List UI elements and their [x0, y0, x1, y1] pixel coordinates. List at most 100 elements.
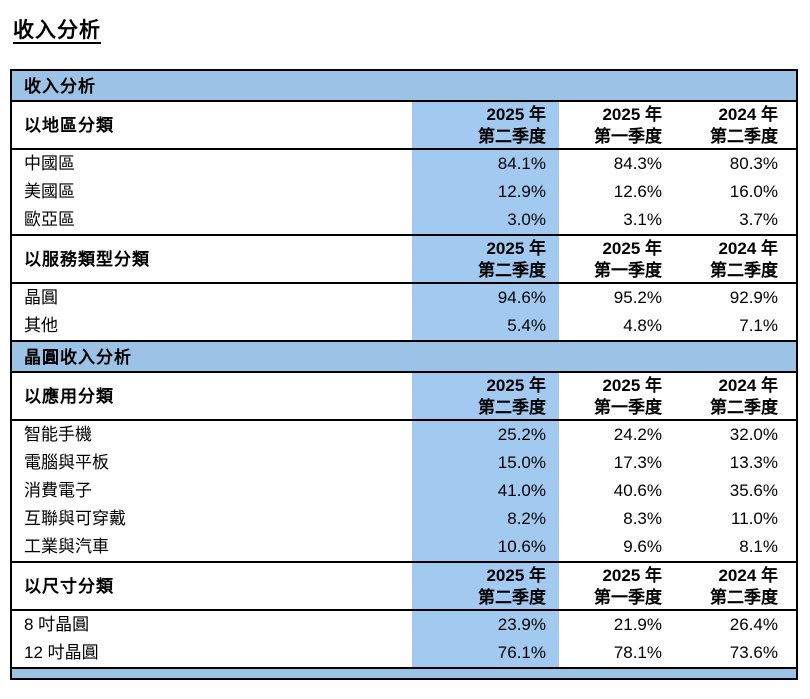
table-row: 互聯與可穿戴 8.2% 8.3% 11.0%: [12, 505, 796, 533]
value-2025q1: 4.8%: [623, 316, 662, 335]
col-header-2024q2: 2024 年 第二季度: [690, 373, 796, 419]
col-header-2025q2: 2025 年 第二季度: [412, 102, 559, 148]
group-rows-service-type: 晶圓 94.6% 95.2% 92.9% 其他 5.4% 4.8% 7.1%: [12, 284, 796, 342]
group-header-service-type: 以服務類型分類 2025 年 第二季度 2025 年 第一季度 2024 年 第…: [12, 236, 796, 284]
table-row: 中國區 84.1% 84.3% 80.3%: [12, 150, 796, 178]
table-row: 8 吋晶圓 23.9% 21.9% 26.4%: [12, 611, 796, 639]
col-header-quarter: 第一季度: [594, 588, 662, 607]
value-2025q1: 9.6%: [623, 537, 662, 556]
value-2024q2: 73.6%: [729, 643, 778, 662]
col-header-year: 2025 年: [602, 376, 662, 395]
value-2024q2: 35.6%: [729, 481, 778, 500]
col-header-quarter: 第一季度: [594, 398, 662, 417]
value-2025q2: 12.9%: [412, 178, 559, 206]
col-header-year: 2025 年: [486, 566, 546, 585]
group-rows-region: 中國區 84.1% 84.3% 80.3% 美國區 12.9% 12.6% 16…: [12, 150, 796, 236]
row-label: 8 吋晶圓: [24, 615, 90, 634]
group-rows-application: 智能手機 25.2% 24.2% 32.0% 電腦與平板 15.0% 17.3%…: [12, 421, 796, 563]
page-title: 收入分析: [13, 19, 101, 42]
col-header-2025q2: 2025 年 第二季度: [412, 236, 559, 282]
col-header-quarter: 第二季度: [478, 398, 546, 417]
table-row: 12 吋晶圓 76.1% 78.1% 73.6%: [12, 639, 796, 667]
value-2025q1: 40.6%: [613, 481, 662, 500]
col-header-2024q2: 2024 年 第二季度: [690, 563, 796, 609]
col-header-quarter: 第二季度: [478, 127, 546, 146]
value-2024q2: 8.1%: [739, 537, 778, 556]
section-banner-wafer-revenue: 晶圓收入分析: [12, 342, 796, 373]
value-2025q1: 12.6%: [613, 182, 662, 201]
section-banner-cutoff: [12, 669, 796, 678]
col-header-year: 2024 年: [718, 566, 778, 585]
group-header-application: 以應用分類 2025 年 第二季度 2025 年 第一季度 2024 年 第二季…: [12, 373, 796, 421]
col-header-year: 2024 年: [718, 105, 778, 124]
col-header-quarter: 第二季度: [710, 127, 778, 146]
table-row: 美國區 12.9% 12.6% 16.0%: [12, 178, 796, 206]
value-2025q2: 15.0%: [412, 449, 559, 477]
row-label: 互聯與可穿戴: [24, 509, 126, 528]
col-header-quarter: 第二季度: [710, 261, 778, 280]
col-header-year: 2025 年: [602, 566, 662, 585]
group-label: 以地區分類: [24, 116, 114, 135]
revenue-analysis-table: 收入分析 以地區分類 2025 年 第二季度 2025 年 第一季度 2024 …: [10, 69, 798, 680]
table-row: 其他 5.4% 4.8% 7.1%: [12, 312, 796, 340]
value-2024q2: 3.7%: [739, 210, 778, 229]
col-header-2024q2: 2024 年 第二季度: [690, 236, 796, 282]
row-label: 電腦與平板: [24, 453, 109, 472]
group-header-size: 以尺寸分類 2025 年 第二季度 2025 年 第一季度 2024 年 第二季…: [12, 563, 796, 611]
value-2025q2: 8.2%: [412, 505, 559, 533]
value-2024q2: 16.0%: [729, 182, 778, 201]
section-banner-revenue: 收入分析: [12, 71, 796, 102]
value-2025q1: 8.3%: [623, 509, 662, 528]
group-rows-size: 8 吋晶圓 23.9% 21.9% 26.4% 12 吋晶圓 76.1% 78.…: [12, 611, 796, 669]
value-2025q1: 78.1%: [613, 643, 662, 662]
col-header-year: 2025 年: [486, 105, 546, 124]
row-label: 消費電子: [24, 481, 92, 500]
value-2025q2: 25.2%: [412, 421, 559, 449]
value-2024q2: 92.9%: [729, 288, 778, 307]
col-header-quarter: 第二季度: [710, 588, 778, 607]
col-header-year: 2025 年: [602, 239, 662, 258]
row-label: 工業與汽車: [24, 537, 109, 556]
group-label: 以尺寸分類: [24, 577, 114, 596]
value-2025q1: 24.2%: [613, 425, 662, 444]
col-header-2025q2: 2025 年 第二季度: [412, 373, 559, 419]
value-2025q2: 84.1%: [412, 150, 559, 178]
row-label: 美國區: [24, 182, 75, 201]
table-row: 智能手機 25.2% 24.2% 32.0%: [12, 421, 796, 449]
value-2024q2: 32.0%: [729, 425, 778, 444]
value-2025q1: 84.3%: [613, 154, 662, 173]
col-header-2025q1: 2025 年 第一季度: [559, 102, 690, 148]
group-label: 以應用分類: [24, 387, 114, 406]
col-header-quarter: 第二季度: [478, 261, 546, 280]
group-header-region: 以地區分類 2025 年 第二季度 2025 年 第一季度 2024 年 第二季…: [12, 102, 796, 150]
col-header-2024q2: 2024 年 第二季度: [690, 102, 796, 148]
col-header-2025q1: 2025 年 第一季度: [559, 563, 690, 609]
table-row: 晶圓 94.6% 95.2% 92.9%: [12, 284, 796, 312]
col-header-2025q1: 2025 年 第一季度: [559, 373, 690, 419]
row-label: 晶圓: [24, 288, 58, 307]
table-row: 工業與汽車 10.6% 9.6% 8.1%: [12, 533, 796, 561]
value-2024q2: 11.0%: [731, 509, 778, 528]
value-2024q2: 26.4%: [729, 615, 778, 634]
value-2024q2: 7.1%: [739, 316, 778, 335]
col-header-year: 2025 年: [486, 239, 546, 258]
table-row: 消費電子 41.0% 40.6% 35.6%: [12, 477, 796, 505]
value-2024q2: 13.3%: [729, 453, 778, 472]
value-2025q2: 3.0%: [412, 206, 559, 234]
col-header-year: 2024 年: [718, 376, 778, 395]
value-2025q1: 95.2%: [613, 288, 662, 307]
col-header-quarter: 第二季度: [710, 398, 778, 417]
value-2025q2: 76.1%: [412, 639, 559, 667]
value-2024q2: 80.3%: [729, 154, 778, 173]
value-2025q2: 41.0%: [412, 477, 559, 505]
value-2025q1: 21.9%: [613, 615, 662, 634]
table-row: 電腦與平板 15.0% 17.3% 13.3%: [12, 449, 796, 477]
col-header-2025q2: 2025 年 第二季度: [412, 563, 559, 609]
value-2025q2: 10.6%: [412, 533, 559, 561]
row-label: 12 吋晶圓: [24, 643, 99, 662]
value-2025q2: 94.6%: [412, 284, 559, 312]
value-2025q2: 5.4%: [412, 312, 559, 340]
col-header-2025q1: 2025 年 第一季度: [559, 236, 690, 282]
col-header-quarter: 第二季度: [478, 588, 546, 607]
row-label: 中國區: [24, 154, 75, 173]
